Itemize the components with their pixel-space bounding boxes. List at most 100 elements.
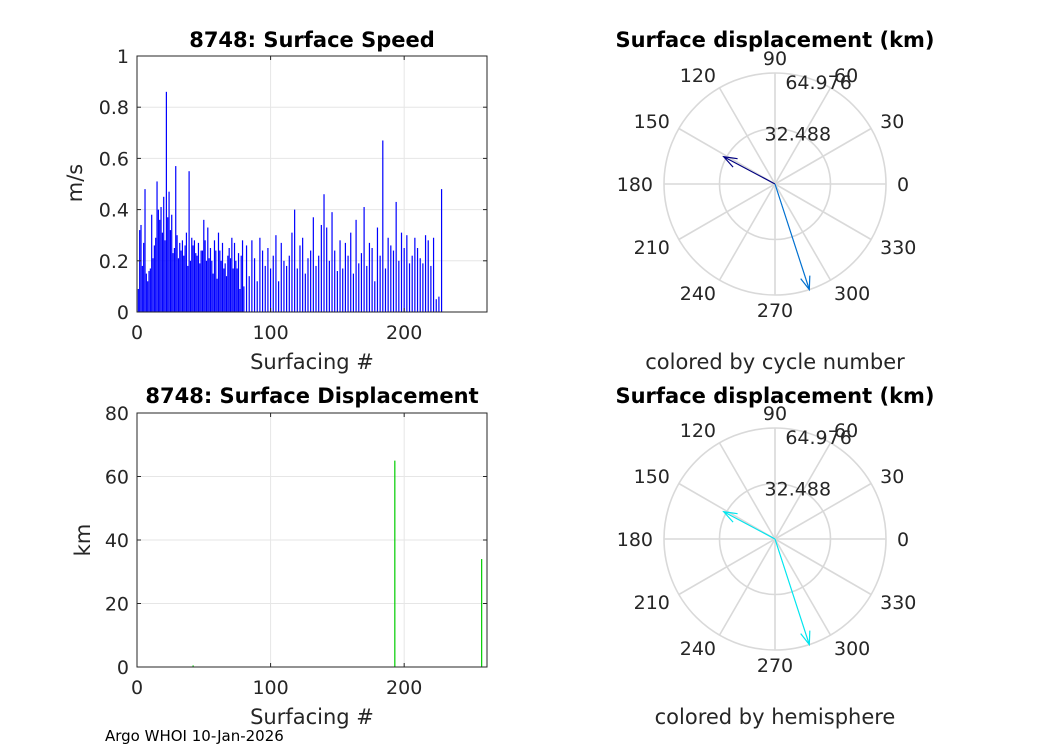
speed-bar [259, 237, 261, 312]
speed-bar [406, 235, 408, 312]
speed-bar [236, 268, 238, 312]
speed-bar [224, 263, 226, 312]
speed-bar [350, 232, 352, 312]
polar-hemisphere-caption: colored by hemisphere [655, 705, 896, 729]
polar-cycle-spoke [774, 87, 832, 185]
speed-title: 8748: Surface Speed [189, 28, 435, 52]
polar-cycle-r-label: 64.976 [785, 72, 851, 94]
polar-cycle-angle-label: 180 [617, 174, 653, 196]
polar-cycle-spoke [678, 127, 776, 185]
speed-bar [286, 265, 288, 312]
polar-hemisphere-title: Surface displacement (km) [615, 384, 934, 408]
polar-hemisphere-angle-label: 60 [834, 420, 858, 442]
speed-bar [212, 273, 214, 312]
speed-bar [215, 250, 217, 312]
displacement-xlabel: Surfacing # [250, 705, 374, 729]
speed-bar [199, 263, 201, 312]
speed-bar [414, 237, 416, 312]
speed-bar [240, 255, 242, 312]
speed-bar [144, 189, 146, 312]
speed-bar [164, 240, 166, 312]
speed-bar [239, 288, 241, 312]
polar-cycle-angle-label: 0 [897, 174, 909, 196]
speed-bar [207, 227, 209, 312]
speed-bar [256, 281, 258, 312]
speed-bar [248, 276, 250, 312]
speed-bar [187, 265, 189, 312]
polar-hemisphere-spoke [774, 442, 832, 540]
polar-hemisphere-r-label: 64.976 [785, 427, 851, 449]
speed-bar [302, 237, 304, 312]
speed-bar [368, 242, 371, 312]
speed-bar [245, 245, 248, 312]
speed-bar [141, 265, 143, 312]
polar-hemisphere-arrow [723, 511, 776, 540]
speed-bar [241, 240, 244, 312]
speed-xtick-label: 0 [131, 322, 143, 344]
speed-bar [376, 227, 379, 312]
speed-bar [205, 260, 208, 312]
displacement-panel: 8748: Surface Displacement Surfacing # k… [71, 384, 488, 729]
speed-bar [280, 242, 282, 312]
speed-bar [217, 232, 220, 312]
polar-hemisphere-spoke [678, 538, 776, 596]
speed-bar [315, 265, 317, 312]
displacement-ytick-label: 80 [105, 403, 129, 425]
speed-bar [435, 299, 437, 312]
speed-bar [283, 260, 285, 312]
speed-ytick-label: 0.8 [99, 97, 129, 119]
polar-cycle-spoke [678, 183, 776, 241]
speed-bar [175, 166, 177, 312]
polar-hemisphere-angle-label: 30 [880, 466, 904, 488]
displacement-bar [481, 559, 483, 667]
polar-cycle-caption: colored by cycle number [645, 350, 905, 374]
polar-hemisphere-spoke [678, 482, 776, 540]
speed-bar [374, 281, 376, 312]
speed-bar [275, 235, 277, 312]
speed-bar [173, 248, 176, 312]
polar-hemisphere-angle-label: 150 [634, 466, 670, 488]
displacement-bar [394, 460, 396, 667]
speed-bar [228, 248, 230, 312]
displacement-xtick-label: 0 [131, 677, 143, 699]
polar-hemisphere-arrow [774, 538, 810, 645]
speed-bar [323, 194, 325, 312]
speed-bar [168, 191, 170, 312]
speed-bar [209, 248, 212, 312]
speed-bar [140, 224, 142, 312]
speed-bar [334, 250, 336, 312]
speed-bar [219, 250, 221, 312]
speed-bar [296, 268, 298, 312]
polar-hemisphere-arrowhead [800, 630, 811, 647]
speed-bar [310, 250, 312, 312]
speed-bar [189, 260, 192, 312]
speed-bar [318, 255, 320, 312]
speed-bar [200, 250, 202, 312]
speed-bar [169, 230, 171, 312]
speed-bar [344, 242, 346, 312]
speed-panel: 8748: Surface Speed Surfacing # m/s 0 100… [63, 28, 488, 374]
speed-bar [352, 273, 355, 312]
speed-bar [229, 258, 232, 312]
speed-bar [336, 271, 338, 312]
polar-cycle-spoke [718, 183, 776, 281]
speed-bar [148, 271, 150, 312]
speed-bar [143, 242, 145, 312]
displacement-ytick-label: 0 [117, 657, 129, 679]
speed-bar [185, 232, 188, 312]
speed-bar [191, 237, 193, 312]
polar-hemisphere-angle-label: 270 [757, 655, 793, 677]
speed-bar [342, 268, 344, 312]
speed-bar [371, 248, 373, 312]
polar-hemisphere-arrowhead [722, 510, 738, 523]
speed-bar [213, 240, 216, 312]
speed-bar [177, 258, 180, 312]
polar-cycle-angle-label: 60 [834, 65, 858, 87]
speed-bar [193, 240, 196, 312]
speed-bar [328, 260, 330, 312]
speed-bar [147, 281, 149, 312]
speed-bar [197, 242, 200, 312]
speed-bar [304, 273, 306, 312]
speed-bar [220, 260, 222, 312]
speed-bar [161, 232, 163, 312]
